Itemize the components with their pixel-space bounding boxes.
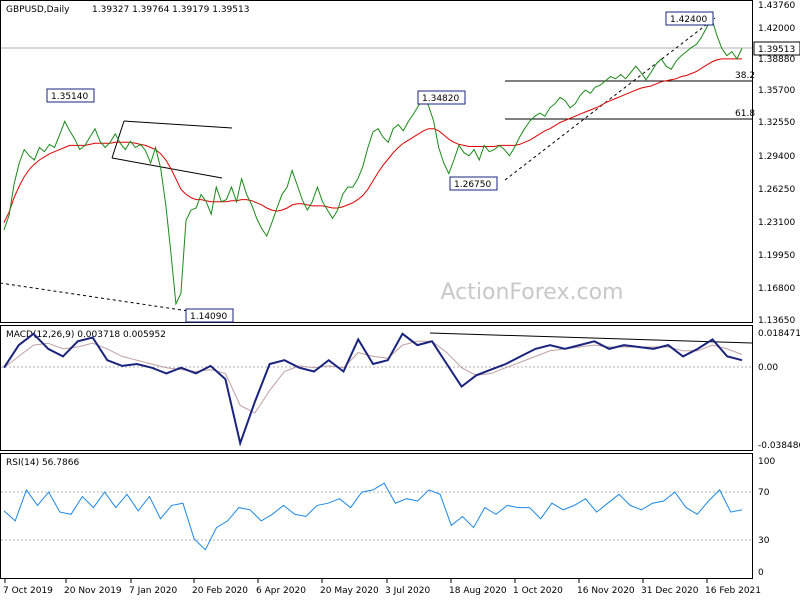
annotation-114090: 1.14090 [185, 308, 234, 323]
x-tick: 20 Feb 2020 [192, 586, 248, 596]
annotation-126750: 1.26750 [449, 176, 498, 191]
x-tick: 16 Feb 2021 [705, 586, 761, 596]
price-tick: 1.38880 [758, 55, 795, 65]
rsi-tick: 70 [758, 488, 770, 498]
macd-tick: 0.018471 [758, 329, 800, 339]
price-tick: 1.26250 [758, 185, 795, 195]
macd-tick: 0.00 [758, 363, 778, 373]
price-tick: 1.19950 [758, 251, 795, 261]
rsi-panel-frame [0, 453, 753, 579]
x-tick: 31 Dec 2020 [641, 586, 699, 596]
fib-382-label: 38.2 [735, 71, 755, 81]
x-tick: 16 Nov 2020 [577, 586, 635, 596]
last-price-label: 1.39513 [758, 45, 795, 55]
x-tick: 3 Jul 2020 [385, 586, 430, 596]
macd-signal-line [3, 340, 743, 414]
price-tick: 1.13650 [758, 316, 795, 326]
symbol-label: GBPUSD,Daily [6, 5, 70, 15]
x-axis: 7 Oct 2019 20 Nov 2019 7 Jan 2020 20 Feb… [3, 579, 761, 596]
moving-average-line [3, 58, 742, 223]
annotation-label: 1.34820 [422, 94, 459, 104]
x-tick: 7 Jan 2020 [129, 586, 177, 596]
channel-lower-line [111, 157, 223, 179]
macd-line [3, 332, 743, 447]
price-tick: 1.35700 [758, 86, 795, 96]
rsi-tick: 0 [758, 568, 764, 578]
price-tick: 1.29400 [758, 152, 795, 162]
annotation-134820: 1.34820 [417, 90, 466, 105]
macd-tick: -0.038486 [758, 441, 800, 451]
x-tick: 18 Aug 2020 [449, 586, 507, 596]
price-y-axis: 1.43760 1.42000 1.38880 1.35700 1.32550 … [758, 1, 795, 326]
last-price-box [753, 41, 800, 56]
macd-panel-frame [0, 325, 753, 451]
channel-upper-line [123, 120, 233, 129]
price-tick: 1.42000 [758, 24, 795, 34]
ohlc-label: 1.39327 1.39764 1.39179 1.39513 [92, 5, 249, 15]
rsi-tick: 100 [758, 457, 775, 467]
x-tick: 6 Apr 2020 [256, 586, 306, 596]
price-tick: 1.16800 [758, 284, 795, 294]
rsi-line [3, 482, 743, 551]
price-line [3, 16, 743, 306]
x-tick: 7 Oct 2019 [3, 586, 53, 596]
price-tick: 1.32550 [758, 118, 795, 128]
annotation-label: 1.14090 [190, 312, 227, 322]
macd-title: MACD(12,26,9) 0.003718 0.005952 [6, 330, 166, 340]
annotation-label: 1.42400 [670, 15, 707, 25]
x-tick: 1 Oct 2020 [513, 586, 563, 596]
x-tick: 20 Nov 2019 [64, 586, 122, 596]
price-tick: 1.23100 [758, 218, 795, 228]
annotation-label: 1.26750 [454, 180, 491, 190]
rsi-title: RSI(14) 56.7866 [6, 458, 79, 468]
x-tick: 20 May 2020 [320, 586, 379, 596]
rsi-tick: 30 [758, 536, 770, 546]
long-trend-dashed-line [0, 282, 196, 313]
annotation-135140: 1.35140 [46, 88, 95, 103]
watermark: ActionForex.com [441, 280, 624, 305]
annotation-label: 1.35140 [51, 92, 88, 102]
annotation-142400: 1.42400 [665, 11, 714, 26]
rally-dashed-line [504, 17, 716, 181]
price-tick: 1.43760 [758, 1, 795, 11]
fib-618-label: 61.8 [735, 109, 755, 119]
price-panel-frame [0, 0, 753, 323]
macd-trend-line [429, 332, 753, 344]
